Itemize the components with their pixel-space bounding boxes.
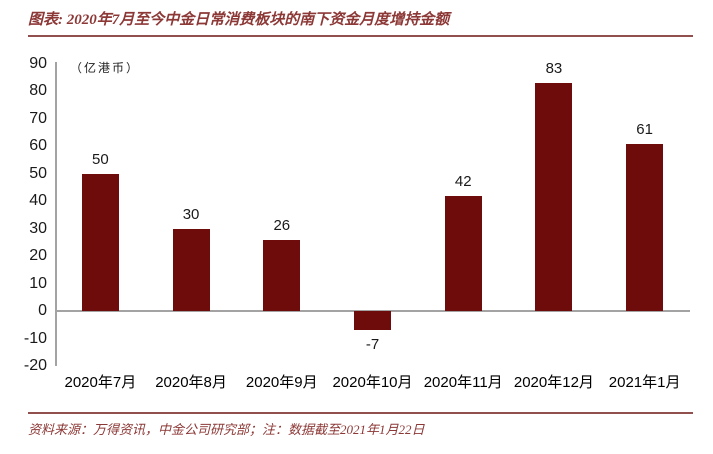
bar-value-label: 50 <box>92 150 109 168</box>
x-axis-label: 2020年11月 <box>423 374 503 391</box>
y-axis-label: -10 <box>23 329 47 347</box>
x-axis-label: 2020年7月 <box>64 374 137 391</box>
chart-title: 图表: 2020年7月至今中金日常消费板块的南下资金月度增持金额 <box>28 12 450 28</box>
bar <box>263 239 301 312</box>
y-axis-label: -20 <box>23 357 47 374</box>
y-axis-label: 40 <box>29 192 47 210</box>
source-note: 资料来源：万得资讯，中金公司研究部；注：数据截至2021年1月22日 <box>28 422 425 437</box>
bar <box>354 311 391 331</box>
bar <box>535 83 573 312</box>
y-axis-label: 60 <box>29 137 47 155</box>
y-axis-label: 90 <box>29 55 47 72</box>
y-axis-label: 70 <box>29 109 47 127</box>
bar-value-label: 61 <box>636 120 653 138</box>
bar <box>172 228 210 312</box>
bar <box>81 173 119 312</box>
x-axis-label: 2020年10月 <box>332 374 413 391</box>
y-axis-label: 50 <box>29 164 47 182</box>
bar-value-label: -7 <box>365 336 380 354</box>
y-axis-label: 10 <box>29 274 47 292</box>
y-axis-unit-label: （亿港币） <box>70 61 141 75</box>
footer-divider-line <box>28 412 693 414</box>
x-axis-label: 2020年12月 <box>513 374 594 391</box>
x-axis-label: 2020年8月 <box>155 374 227 391</box>
bar <box>444 195 482 312</box>
bar <box>626 143 664 312</box>
y-axis-label: 80 <box>29 82 47 100</box>
bar-value-label: 26 <box>273 216 291 234</box>
x-axis-label: 2020年9月 <box>245 374 318 391</box>
y-axis-label: 30 <box>29 219 47 237</box>
y-axis-label: 0 <box>38 302 47 320</box>
bar-value-label: 83 <box>545 60 563 78</box>
bar-chart: （亿港币） 90 80 70 60 50 40 30 20 10 0 -10 -20 50 2020年7月… <box>0 40 713 405</box>
bar-value-label: 42 <box>454 172 472 190</box>
y-axis-label: 20 <box>29 247 47 265</box>
y-axis-line <box>55 62 57 366</box>
title-divider-line <box>28 35 693 37</box>
bar-value-label: 30 <box>182 205 200 223</box>
x-axis-label: 2021年1月 <box>608 374 681 391</box>
